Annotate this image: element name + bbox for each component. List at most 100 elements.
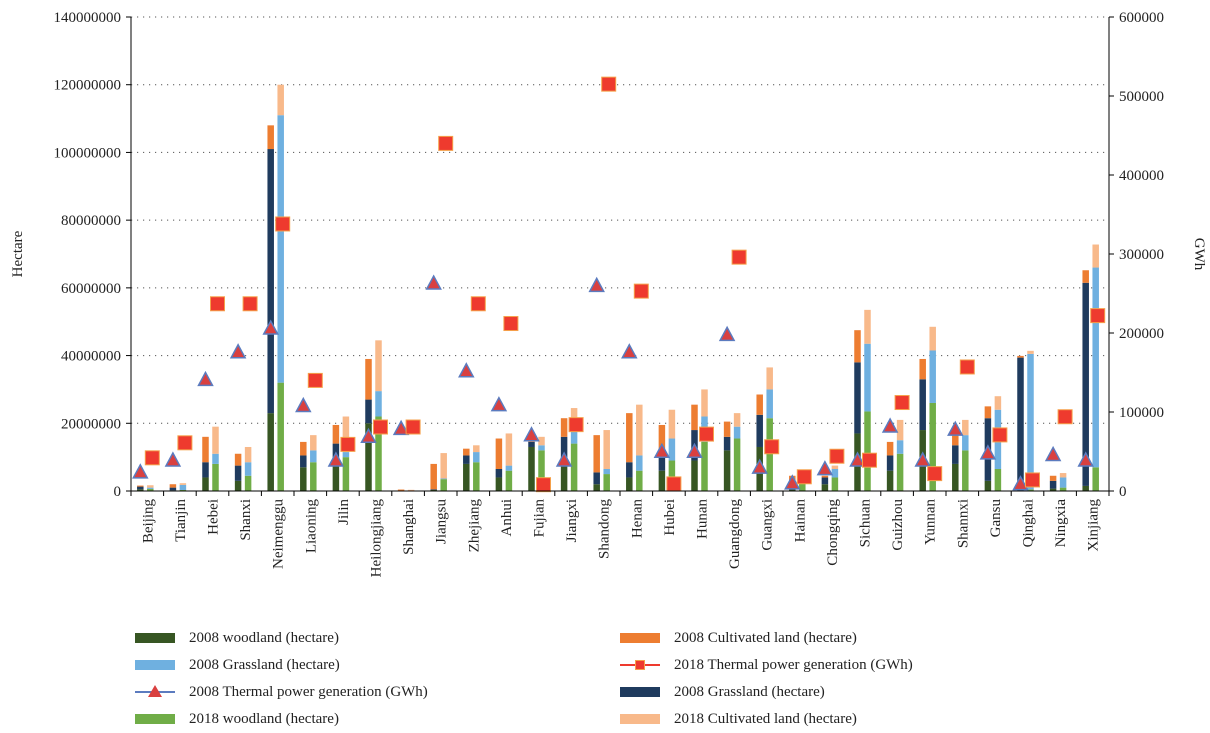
bar-segment <box>733 438 741 491</box>
y-axis-title: Hectare <box>10 230 26 277</box>
bar-segment <box>179 483 187 485</box>
bar-segment <box>723 436 731 451</box>
x-tick-label: Shanghai <box>401 499 417 555</box>
bar-segment <box>430 489 437 490</box>
bar-segment <box>375 416 382 491</box>
bar-segment <box>342 452 350 458</box>
bar-segment <box>733 426 741 439</box>
square-marker <box>894 395 910 411</box>
bar-segment <box>375 340 382 392</box>
bar-segment <box>1082 485 1089 491</box>
bar-segment <box>463 463 470 491</box>
triangle-marker <box>979 444 997 460</box>
axes: 0200000004000000060000000800000001000000… <box>54 10 1165 577</box>
triangle-marker <box>1012 475 1029 491</box>
bar-segment <box>179 489 187 491</box>
bar-segment <box>1027 353 1034 490</box>
bar-segment <box>495 468 503 478</box>
bar-segment <box>854 330 861 363</box>
triangle-marker <box>164 451 182 467</box>
bar-segment <box>886 470 894 491</box>
bar-segment <box>896 453 904 491</box>
bar-segment <box>603 474 610 491</box>
bar-segment <box>994 468 1002 491</box>
square-marker <box>796 469 812 485</box>
bar-segment <box>626 477 633 491</box>
bar-segment <box>570 443 578 491</box>
bar-segment <box>929 326 936 351</box>
triangle-marker <box>881 417 899 433</box>
triangle-marker <box>295 396 312 413</box>
square-marker <box>862 452 877 468</box>
bar-segment <box>212 453 219 464</box>
bar-segment <box>365 399 372 424</box>
triangle-marker <box>229 343 247 359</box>
bar-segment <box>137 489 144 491</box>
bar-segment <box>919 379 926 431</box>
square-marker <box>503 316 519 332</box>
bar-segment <box>538 436 545 446</box>
bar-segment <box>593 435 600 473</box>
square-marker <box>666 476 682 492</box>
bar-segment <box>821 484 829 491</box>
x-tick-label: Hebei <box>206 499 222 535</box>
x-tick-label: Qinghai <box>1021 499 1037 547</box>
bar-segment <box>495 438 503 469</box>
triangle-marker <box>1077 451 1094 467</box>
bar-segment <box>342 457 350 491</box>
bar-segment <box>430 489 437 491</box>
x-tick-label: Jilin <box>336 499 352 525</box>
square-marker <box>144 450 160 466</box>
bar-segment <box>723 421 731 437</box>
bar-segment <box>560 418 568 437</box>
y-tick-label: 80000000 <box>61 213 121 229</box>
y2-tick-label: 600000 <box>1119 10 1164 26</box>
bar-segment <box>952 445 959 464</box>
y-tick-label: 140000000 <box>54 10 122 26</box>
bar-segment <box>430 463 437 490</box>
triangle-marker <box>458 362 475 378</box>
bar-segment <box>766 418 773 491</box>
square-marker <box>731 249 747 265</box>
square-marker <box>470 296 486 312</box>
bar-segment <box>1027 489 1034 491</box>
bar-segment <box>896 419 904 441</box>
x-tick-label: Shandong <box>597 499 613 560</box>
bar-segment <box>560 436 568 461</box>
bar-segment <box>244 475 252 491</box>
bar-segment <box>310 435 317 451</box>
bar-segment <box>234 453 242 466</box>
square-marker <box>177 435 193 451</box>
bar-segment <box>636 470 643 491</box>
bar-segment <box>636 404 643 456</box>
x-tick-label: Yunnan <box>923 499 939 545</box>
triangle-marker <box>262 319 279 335</box>
bar-segment <box>1059 477 1067 488</box>
y-tick-label: 100000000 <box>54 145 122 161</box>
bar-segment <box>952 463 959 491</box>
bar-segment <box>1049 488 1057 491</box>
bar-segment <box>831 477 839 491</box>
triangle-marker <box>751 458 768 474</box>
x-tick-label: Neimenggu <box>271 499 287 569</box>
bar-segment <box>658 457 666 471</box>
square-marker <box>242 296 258 312</box>
square-marker <box>307 372 323 388</box>
square-marker <box>438 135 454 151</box>
triangle-marker <box>588 276 605 293</box>
bar-segment <box>267 413 274 491</box>
bar-segment <box>473 452 480 463</box>
bar-segment <box>929 350 936 403</box>
y2-tick-label: 0 <box>1119 484 1127 500</box>
bar-segment <box>300 467 307 491</box>
bar-segment <box>864 309 871 344</box>
x-tick-label: Chongqing <box>825 499 841 566</box>
bar-segment <box>962 419 969 436</box>
bar-segment <box>528 441 535 447</box>
square-marker <box>1057 409 1073 425</box>
x-tick-label: Hubei <box>662 499 678 536</box>
triangle-marker <box>1044 445 1062 462</box>
square-marker <box>275 216 291 232</box>
gridlines <box>131 16 1109 424</box>
